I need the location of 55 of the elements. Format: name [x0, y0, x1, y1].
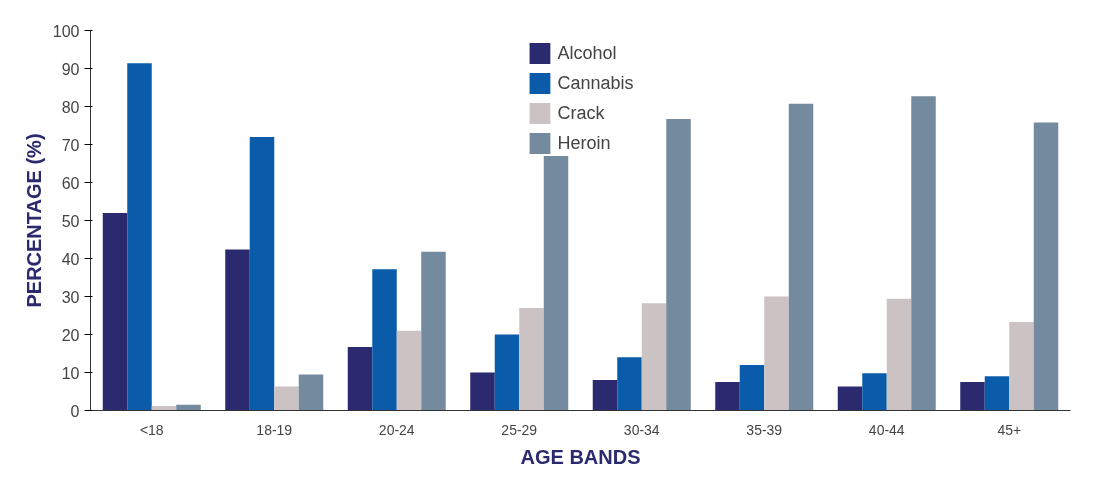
x-tick-label: <18 [139, 421, 164, 438]
bar [494, 334, 520, 411]
y-tick-label: 0 [70, 402, 80, 420]
bar [102, 212, 128, 411]
legend-label: Alcohol [557, 42, 617, 64]
bar [837, 386, 863, 411]
x-tick-label: 40-44 [868, 421, 905, 438]
bar [715, 382, 740, 411]
bar [249, 136, 275, 411]
bar [666, 119, 691, 411]
y-tick-label: 50 [61, 212, 80, 230]
x-tick-label: 18-19 [256, 421, 293, 438]
y-tick-label: 80 [61, 98, 80, 116]
x-tick-label: 35-39 [746, 421, 783, 438]
y-tick-label: 90 [61, 60, 80, 78]
bar [788, 103, 814, 411]
bar [764, 296, 789, 411]
legend-label: Cannabis [557, 72, 634, 94]
y-tick-label: 60 [61, 174, 80, 192]
bar [396, 330, 422, 411]
legend-label: Crack [557, 102, 605, 124]
y-tick-label: 20 [61, 326, 80, 344]
y-axis-title: PERCENTAGE (%) [22, 133, 45, 308]
x-tick-label: 25-29 [501, 421, 538, 438]
bar [274, 386, 299, 411]
bar [421, 251, 446, 411]
bar [862, 373, 887, 411]
y-tick-label: 40 [61, 250, 80, 268]
bar [886, 298, 912, 411]
bar [372, 269, 397, 411]
legend-label: Heroin [557, 132, 611, 154]
bar [984, 376, 1010, 411]
y-tick-label: 30 [61, 288, 80, 306]
y-tick-label: 10 [61, 364, 80, 382]
bar [1033, 122, 1059, 411]
bar [298, 374, 324, 411]
bar [470, 372, 495, 411]
bar [739, 364, 765, 411]
bar [1009, 321, 1034, 411]
y-tick-label: 70 [61, 136, 80, 154]
x-tick-label: 45+ [997, 421, 1022, 438]
bar [911, 96, 936, 411]
bar [225, 249, 250, 411]
bar [543, 155, 569, 411]
x-tick-label: 30-34 [623, 421, 660, 438]
x-tick-label: 20-24 [378, 421, 415, 438]
bar [960, 382, 985, 411]
x-axis-title: AGE BANDS [520, 445, 641, 468]
bar [347, 347, 373, 411]
bar [519, 307, 544, 411]
bar [641, 303, 667, 411]
bar [592, 380, 618, 411]
bar [617, 357, 642, 411]
y-tick-label: 100 [52, 22, 80, 40]
bar [127, 63, 152, 411]
